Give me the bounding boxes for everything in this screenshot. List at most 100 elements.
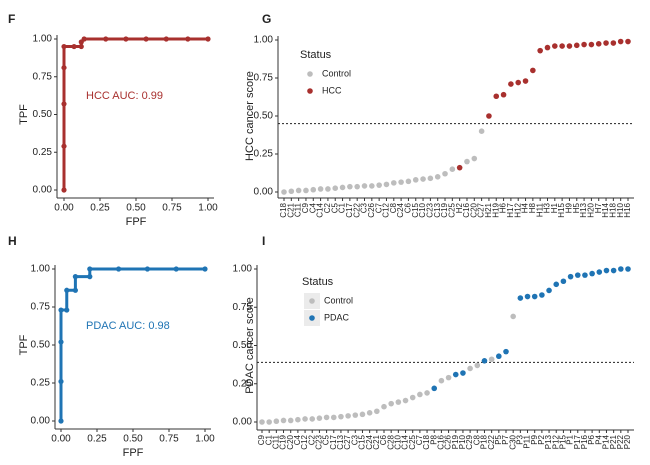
score-point <box>347 183 353 190</box>
x-tick-label: C24 <box>365 434 374 449</box>
score-point <box>603 40 609 46</box>
score-point <box>531 293 538 300</box>
score-point <box>445 374 452 381</box>
legend-marker <box>309 298 315 304</box>
score-point <box>552 43 558 49</box>
score-point <box>424 390 430 396</box>
x-axis-label: FPF <box>123 447 144 459</box>
x-tick-label: H18 <box>608 202 617 217</box>
x-tick-label: H19 <box>491 202 500 217</box>
score-point <box>442 170 448 177</box>
roc-curve <box>59 267 205 421</box>
roc-point <box>64 307 70 313</box>
panel-letter: I <box>262 234 265 248</box>
x-tick-label: C4 <box>308 202 317 213</box>
score-point <box>383 181 390 188</box>
roc-point <box>58 378 64 385</box>
score-point <box>345 413 351 419</box>
x-tick-label: P4 <box>594 434 603 444</box>
y-tick-label: 0.25 <box>33 147 53 158</box>
x-tick-label: C27 <box>477 202 486 217</box>
score-point <box>581 41 587 48</box>
score-point <box>374 408 380 415</box>
roc-point <box>58 339 64 345</box>
x-tick-label: C2 <box>307 434 316 445</box>
score-point <box>309 416 316 422</box>
x-tick-label: C19 <box>279 434 288 449</box>
x-tick-label: C14 <box>316 202 325 217</box>
x-tick-label: C17 <box>329 434 338 449</box>
x-tick-label: H6 <box>499 202 508 213</box>
score-point <box>427 175 434 182</box>
y-tick-label: 0.00 <box>254 187 274 198</box>
x-tick-label: C20 <box>286 434 295 449</box>
score-point <box>412 177 419 183</box>
x-tick-label: C21 <box>372 434 381 449</box>
score-point <box>544 44 551 51</box>
x-tick-label: C4 <box>293 434 302 445</box>
x-tick-label: H12 <box>513 202 522 217</box>
x-tick-label: P1 <box>566 434 575 444</box>
x-tick-label: C25 <box>408 434 417 449</box>
score-point <box>409 394 416 401</box>
roc-point <box>173 266 179 272</box>
x-tick-label: C24 <box>396 202 405 217</box>
score-point <box>434 174 441 180</box>
x-tick-label: C6 <box>404 202 413 213</box>
score-point <box>456 164 463 171</box>
x-tick-label: H11 <box>535 202 544 217</box>
x-tick-label: P15 <box>559 434 568 449</box>
legend-label: Control <box>324 295 353 305</box>
x-tick-label: H3 <box>543 202 552 213</box>
roc-point <box>72 287 78 293</box>
y-tick-label: 0.50 <box>233 340 253 351</box>
score-point <box>503 348 509 355</box>
x-tick-label: P19 <box>451 434 460 449</box>
x-tick-label: C8 <box>472 434 481 445</box>
x-tick-label: C22 <box>352 202 361 217</box>
score-point <box>610 267 617 274</box>
x-tick-label: P18 <box>480 434 489 449</box>
score-point <box>610 40 617 46</box>
x-tick-label: C7 <box>374 202 383 213</box>
score-point <box>467 365 473 372</box>
x-tick-label: H4 <box>521 202 530 213</box>
x-tick-label: C26 <box>444 434 453 449</box>
x-tick-label: C10 <box>418 202 427 217</box>
x-axis-label: FPF <box>126 216 147 228</box>
x-tick-label: C18 <box>279 202 288 217</box>
x-tick-label: C28 <box>386 434 395 449</box>
x-tick-label: P6 <box>587 434 596 444</box>
roc-point <box>87 266 93 272</box>
x-tick-label: P11 <box>523 434 532 448</box>
score-point <box>310 186 317 193</box>
score-point <box>474 362 481 369</box>
score-point <box>493 93 500 100</box>
x-tick-label: C5 <box>330 202 339 213</box>
score-point <box>452 371 459 378</box>
x-tick-label: C16 <box>462 202 471 217</box>
x-tick-label: C3 <box>360 202 369 213</box>
y-tick-label: 1.00 <box>233 264 253 275</box>
x-tick-label: P13 <box>544 434 553 449</box>
score-point <box>280 417 287 424</box>
score-point <box>352 412 359 418</box>
x-tick-label: H7 <box>594 202 603 213</box>
x-tick-label: H2 <box>455 202 464 213</box>
y-tick-label: 1.00 <box>254 35 274 46</box>
y-tick-label: 0.75 <box>31 302 51 313</box>
score-point <box>508 81 514 87</box>
score-point <box>366 410 373 416</box>
score-point <box>338 413 344 420</box>
y-axis-label: HCC cancer score <box>244 71 256 161</box>
y-tick-label: 0.75 <box>254 73 274 84</box>
legend-label: HCC <box>322 85 342 95</box>
roc-point <box>103 36 109 42</box>
x-tick-label: C12 <box>300 434 309 449</box>
y-tick-label: 0.00 <box>33 185 53 196</box>
y-axis-label: TPF <box>18 334 30 355</box>
score-point <box>537 47 543 54</box>
score-point <box>390 180 397 186</box>
score-point <box>288 188 295 195</box>
score-point <box>488 356 495 363</box>
